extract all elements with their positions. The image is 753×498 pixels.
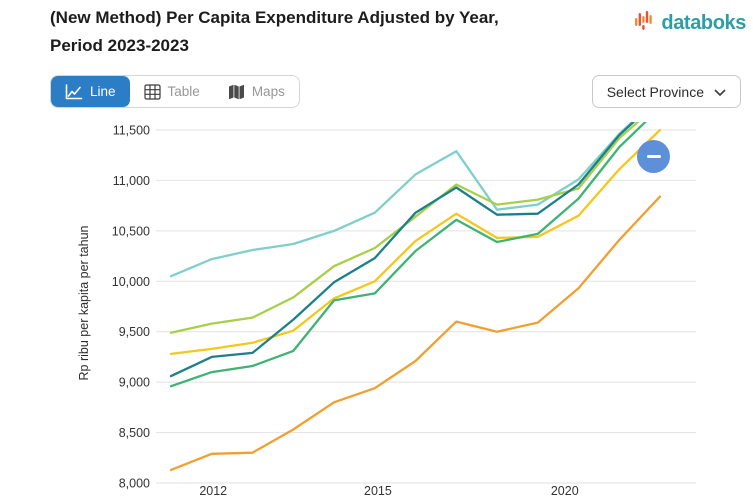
databoks-wordmark: databoks [661,12,746,34]
chart-series-yellow [169,128,662,356]
chevron-down-icon [714,84,726,100]
tab-maps-label: Maps [251,84,285,99]
chart-series-green [169,122,647,388]
y-tick-label: 8,000 [119,477,150,491]
x-tick-label: 2020 [551,484,579,498]
databoks-bars-icon [634,9,658,38]
page-title-line2: Period 2023-2023 [50,36,189,55]
select-province-dropdown[interactable]: Select Province [591,75,741,108]
line-chart-icon [65,83,83,100]
tab-line-label: Line [90,84,116,99]
y-tick-label: 11,500 [113,124,150,138]
minus-icon [646,155,661,158]
line-chart: 8,000 8,500 9,000 9,500 10,000 10,500 11,000 11… [77,122,696,498]
zoom-out-button[interactable] [637,140,670,173]
chart-series-lime [169,122,640,334]
select-province-label: Select Province [606,83,704,100]
y-tick-label: 9,500 [119,325,150,339]
y-tick-label: 10,500 [112,224,150,238]
databoks-logo: databoks [634,9,746,38]
chart-series-cyan [169,122,634,278]
page-title-line1: (New Method) Per Capita Expenditure Adju… [50,8,499,27]
x-tick-label: 2012 [199,484,227,498]
y-axis-title: Rp ribu per kapita per tahun [77,225,91,380]
y-tick-label: 11,000 [113,174,150,188]
tab-maps[interactable]: Maps [214,76,299,107]
x-tick-label: 2015 [364,484,392,498]
maps-icon [228,84,245,100]
y-tick-label: 10,000 [112,275,150,289]
y-tick-label: 8,500 [119,426,150,440]
table-grid-icon [143,83,161,100]
chart-series-teal [169,122,636,378]
y-tick-label: 9,000 [119,376,150,390]
tab-table[interactable]: Table [130,76,214,107]
chart-series-orange [169,195,662,472]
page-title: (New Method) Per Capita Expenditure Adju… [50,4,650,60]
tab-table-label: Table [167,84,200,99]
chart-view-tabs: Line Table Maps [50,75,300,108]
tab-line[interactable]: Line [51,76,130,107]
